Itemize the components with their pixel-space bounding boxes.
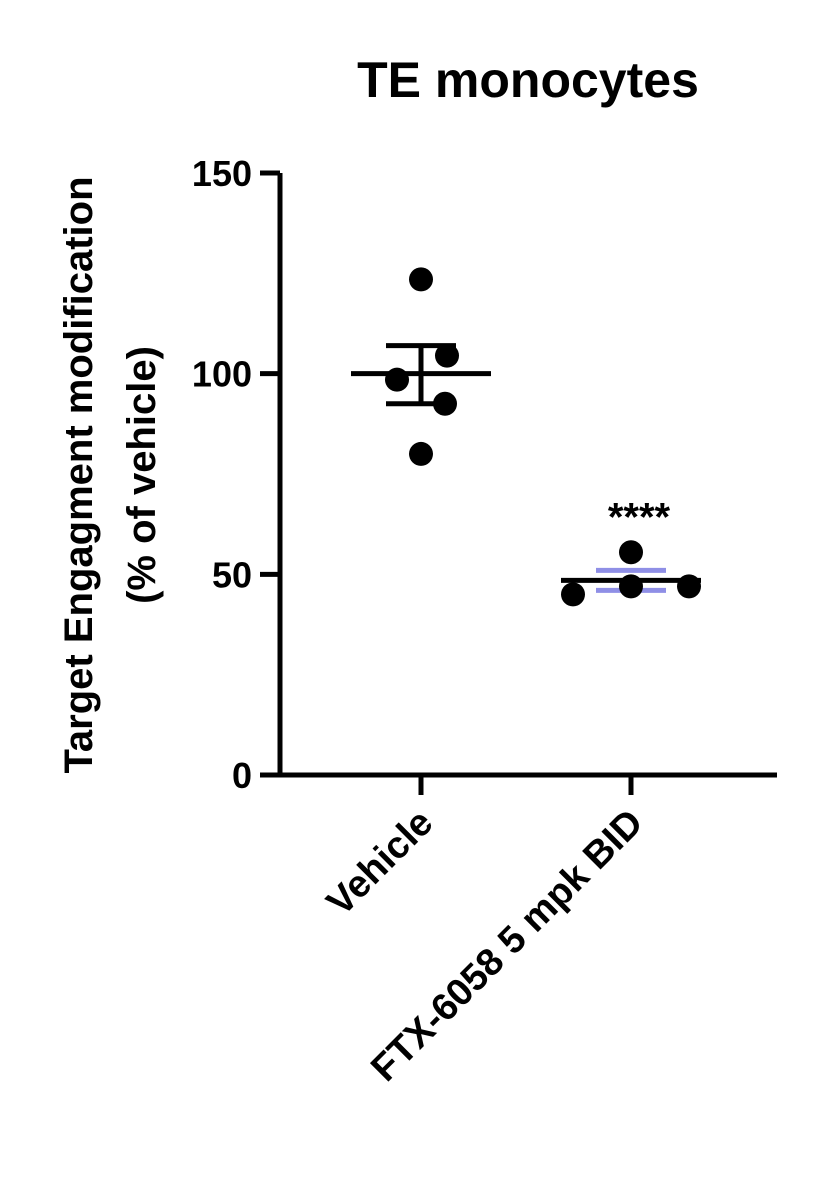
data-point bbox=[561, 582, 585, 607]
y-axis: 0 50 100 150 bbox=[192, 153, 283, 796]
chart-title: TE monocytes bbox=[357, 52, 699, 108]
data-point bbox=[433, 391, 457, 416]
y-tick-label: 150 bbox=[192, 153, 252, 194]
data-groups: **** bbox=[351, 267, 701, 607]
group-vehicle bbox=[351, 267, 491, 466]
data-point bbox=[619, 574, 643, 599]
significance-annotation: **** bbox=[608, 495, 671, 539]
y-axis-label-line1: Target Engagment modification bbox=[57, 176, 101, 773]
data-point bbox=[435, 343, 459, 368]
data-point bbox=[619, 540, 643, 565]
x-tick-label: Vehicle bbox=[319, 802, 441, 924]
data-point bbox=[409, 441, 433, 466]
data-point bbox=[385, 367, 409, 392]
group-ftx-6058: **** bbox=[561, 495, 701, 607]
y-tick-label: 50 bbox=[212, 554, 252, 595]
y-tick-label: 100 bbox=[192, 354, 252, 395]
y-tick-label: 0 bbox=[232, 755, 252, 796]
data-point bbox=[409, 267, 433, 292]
y-axis-label-line2: (% of vehicle) bbox=[120, 346, 164, 604]
data-point bbox=[677, 574, 701, 599]
